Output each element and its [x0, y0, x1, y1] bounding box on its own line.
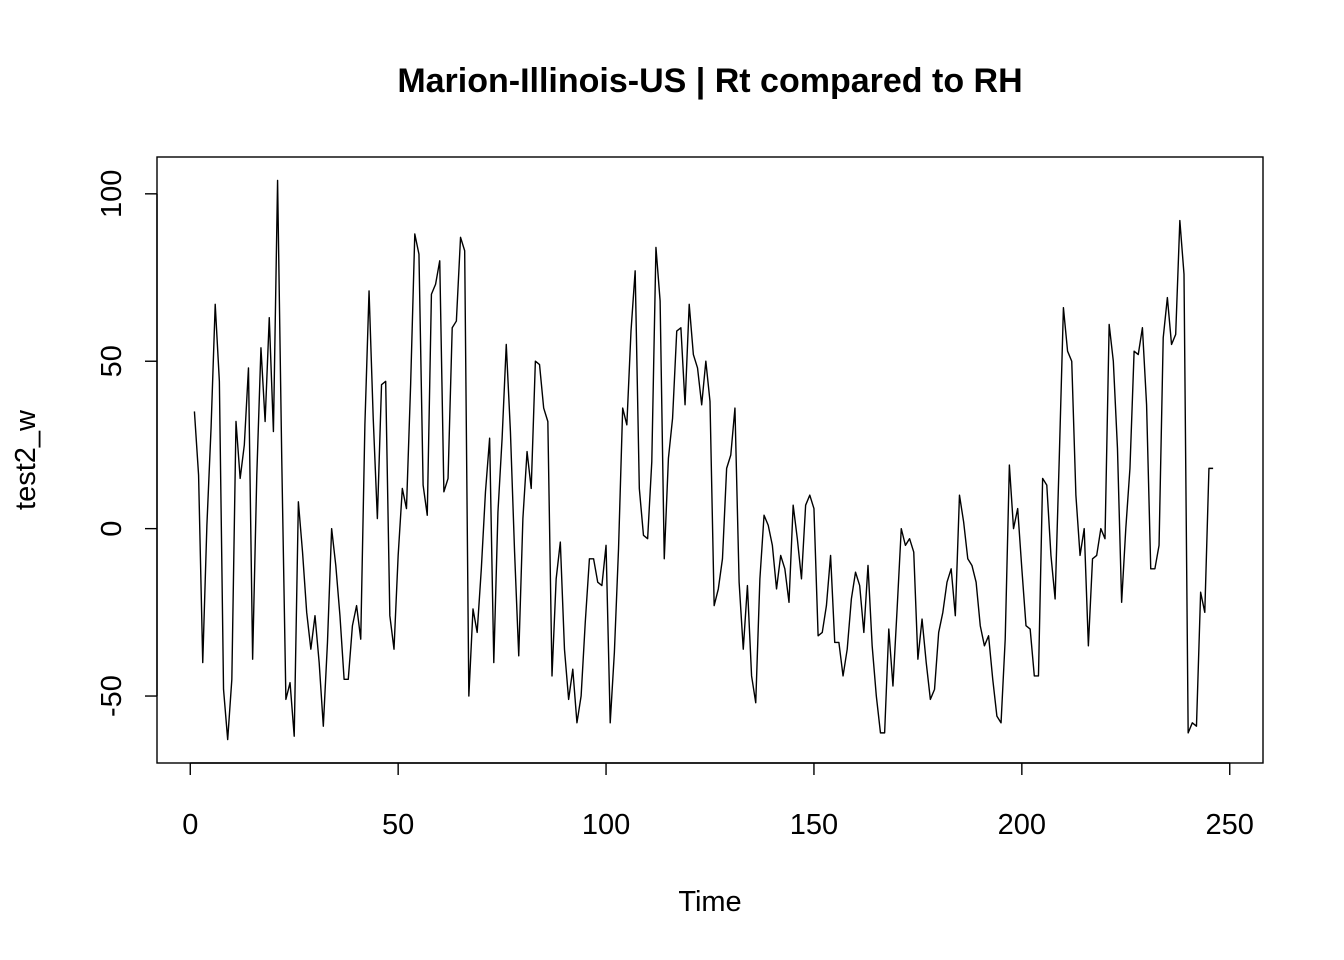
- y-tick-label: 100: [96, 170, 128, 218]
- y-tick-label: 0: [96, 521, 128, 537]
- x-tick-label: 250: [1206, 809, 1254, 841]
- x-tick-label: 200: [998, 809, 1046, 841]
- y-tick-label: 50: [96, 345, 128, 377]
- chart-title: Marion-Illinois-US | Rt compared to RH: [397, 62, 1022, 100]
- y-axis-label: test2_w: [10, 409, 42, 510]
- x-tick-label: 100: [582, 809, 630, 841]
- y-axis: -50 0 50 100: [96, 170, 158, 717]
- series-line: [193, 179, 1214, 741]
- x-axis: 0 50 100 150 200 250: [182, 762, 1254, 841]
- x-tick-label: 50: [382, 809, 414, 841]
- x-tick-label: 150: [790, 809, 838, 841]
- y-tick-label: -50: [96, 675, 128, 717]
- plot-frame: [156, 156, 1264, 764]
- x-axis-label: Time: [678, 886, 741, 918]
- x-tick-label: 0: [182, 809, 198, 841]
